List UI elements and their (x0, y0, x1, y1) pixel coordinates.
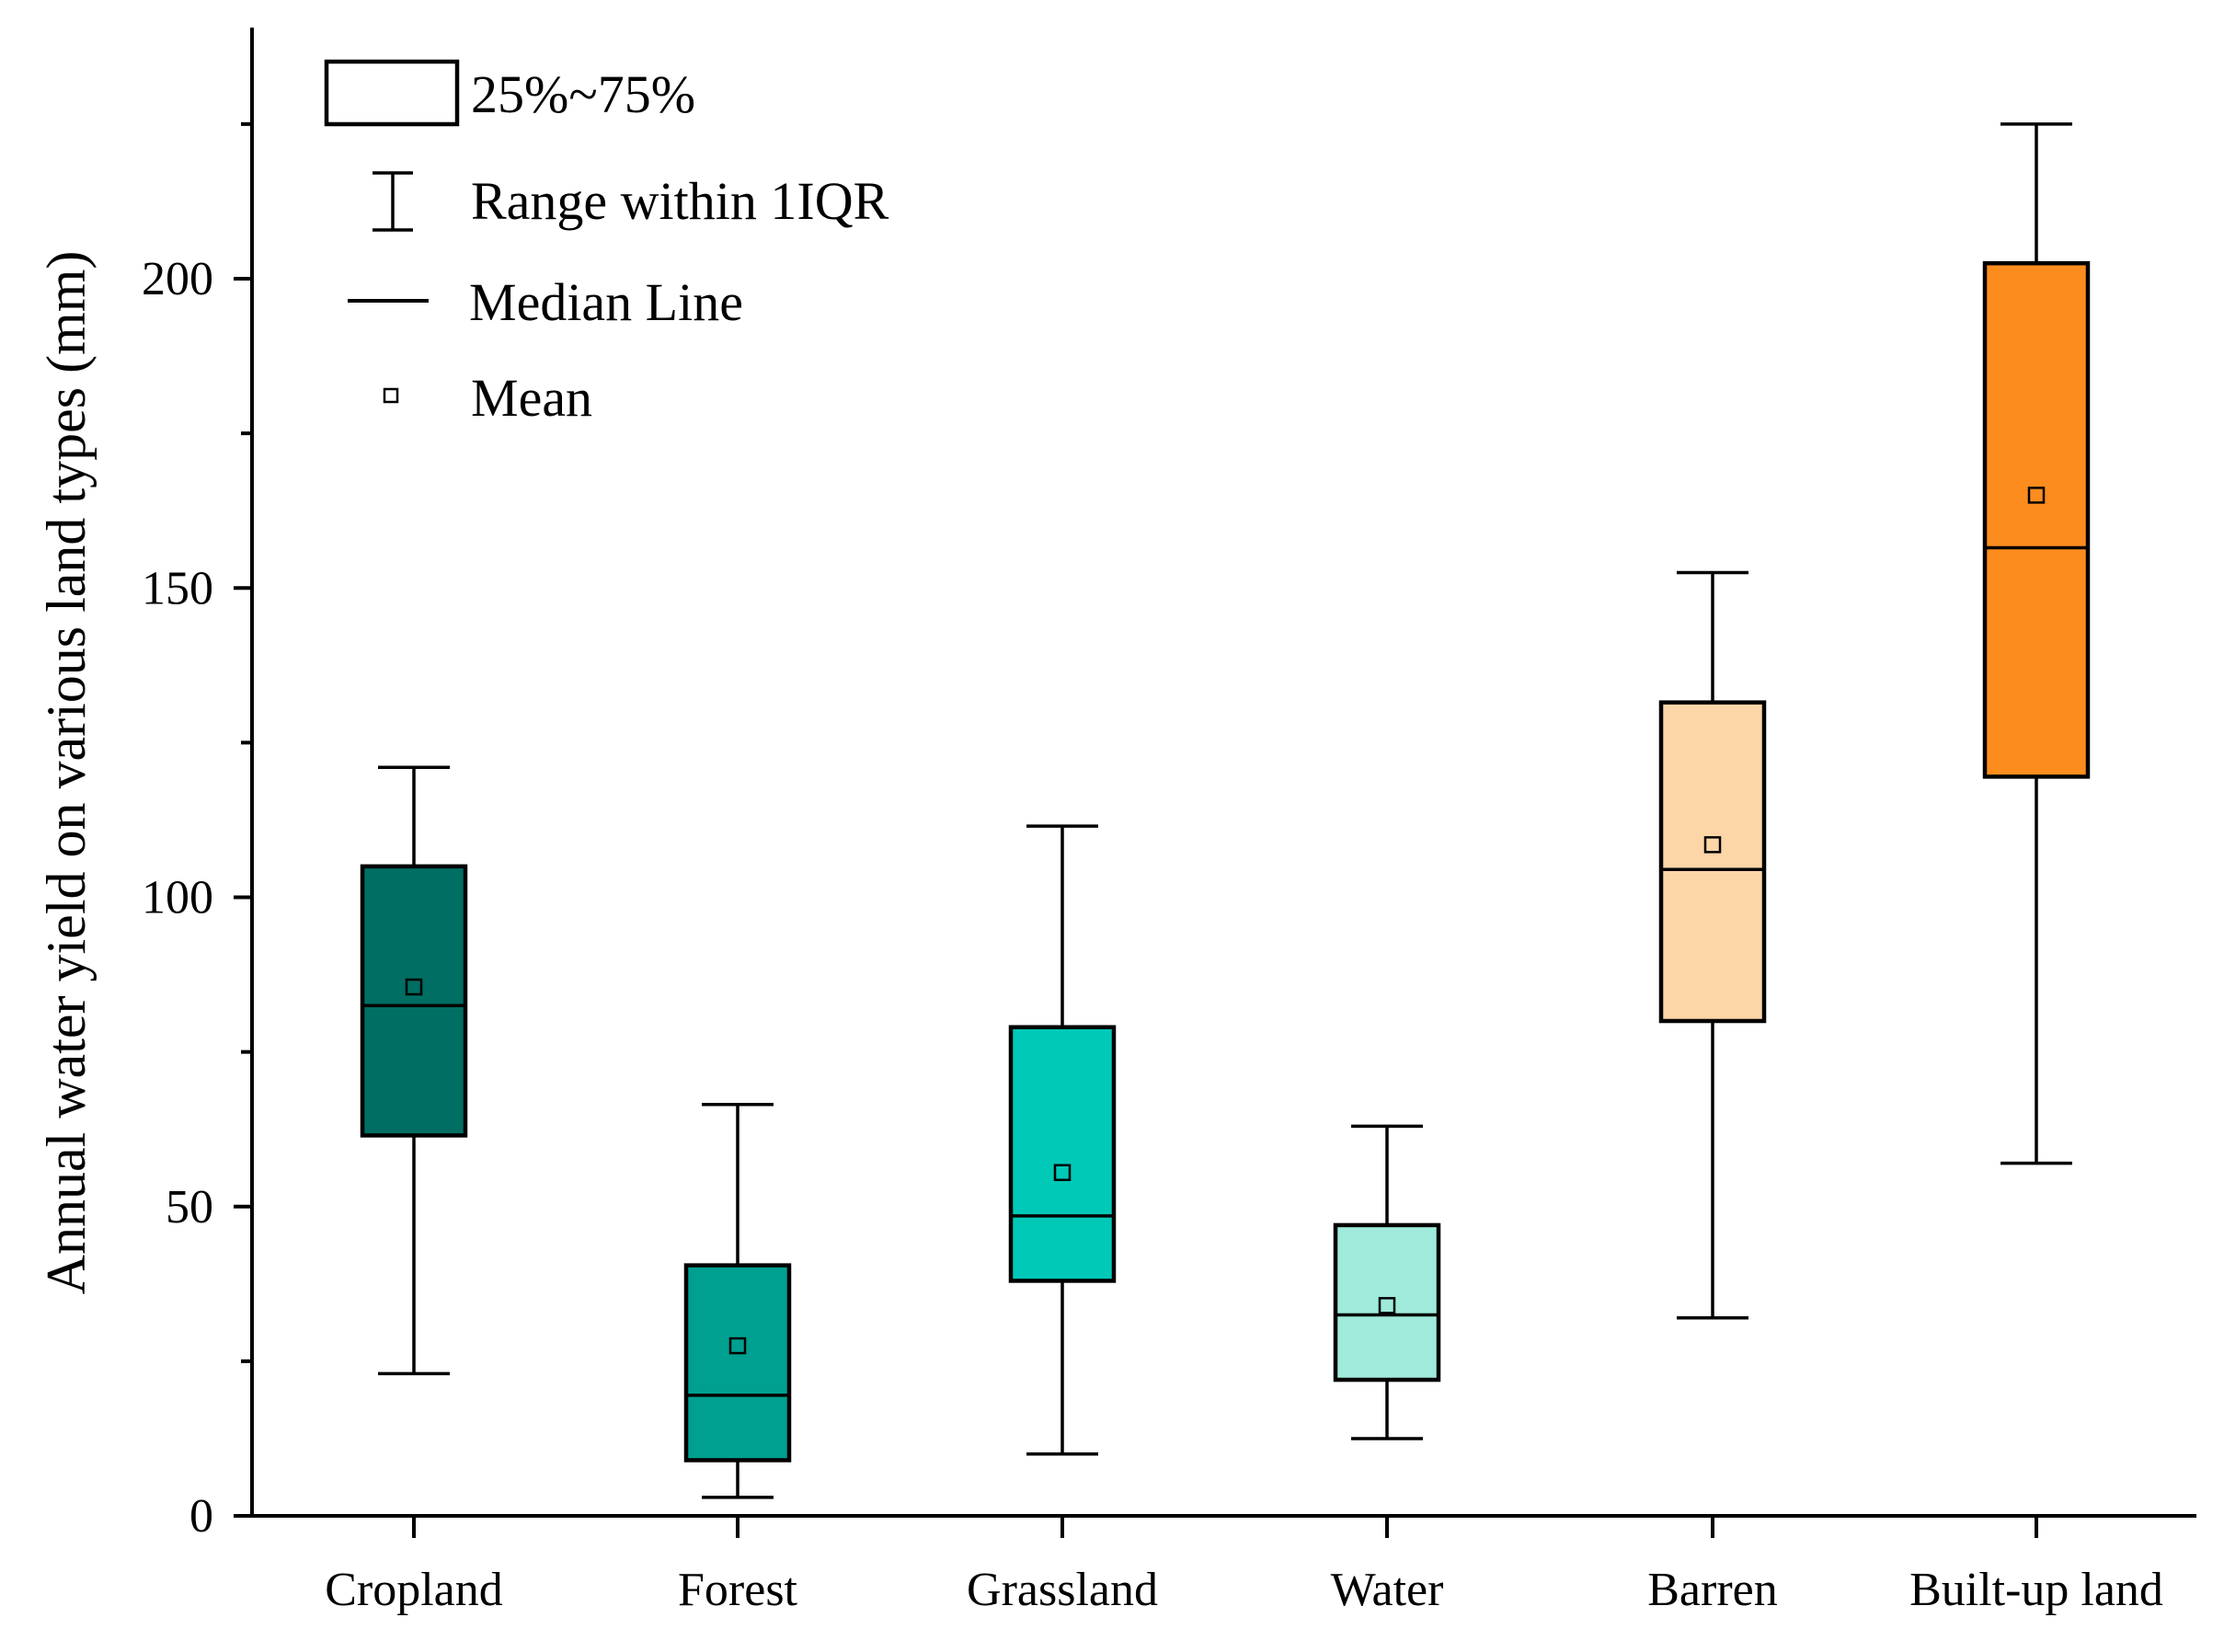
legend: 25%~75% Range within 1IQR Median Line Me… (324, 59, 889, 428)
x-tick-label: Forest (678, 1564, 798, 1616)
legend-label-box: 25%~75% (471, 64, 695, 124)
y-tick-label: 50 (166, 1181, 213, 1233)
x-tick-label: Cropland (325, 1564, 503, 1616)
x-tick-label: Water (1331, 1564, 1444, 1616)
mean-marker (405, 978, 423, 996)
iqr-box (1333, 1222, 1441, 1382)
mean-marker (728, 1337, 747, 1355)
legend-whisker-symbol (373, 171, 413, 232)
legend-label-whisker: Range within 1IQR (471, 171, 889, 231)
mean-marker (2027, 487, 2046, 504)
box-group-water (1333, 1124, 1441, 1440)
y-tick-label: 0 (189, 1490, 213, 1543)
y-tick-label: 100 (142, 872, 213, 924)
axes (250, 28, 2196, 1518)
x-ticks: Cropland Forest Grassland Water Barren Built-… (325, 1516, 2163, 1616)
y-axis-label: Annual water yield on various land types… (36, 251, 97, 1295)
iqr-box (683, 1263, 792, 1463)
legend-mean-symbol (383, 387, 399, 404)
iqr-box (1008, 1025, 1117, 1283)
y-tick-label: 200 (142, 253, 213, 305)
legend-label-median: Median Line (469, 272, 743, 332)
x-tick-label: Built-up land (1909, 1564, 2163, 1616)
x-tick-label: Grassland (967, 1564, 1158, 1616)
y-tick-label: 150 (142, 562, 213, 614)
iqr-box (1982, 260, 2091, 779)
legend-box-symbol (324, 59, 460, 127)
mean-marker (1703, 836, 1722, 854)
iqr-box (360, 864, 468, 1138)
boxes (360, 122, 2091, 1499)
x-tick-label: Barren (1647, 1564, 1777, 1616)
box-group-built-up-land (1982, 122, 2091, 1165)
iqr-box (1658, 700, 1767, 1024)
legend-label-mean: Mean (471, 368, 592, 428)
box-group-cropland (360, 765, 468, 1376)
box-group-grassland (1008, 824, 1117, 1456)
box-group-barren (1658, 570, 1767, 1320)
y-ticks: 0 50 100 150 200 (142, 121, 252, 1543)
mean-marker (1053, 1164, 1072, 1182)
mean-marker (1378, 1297, 1396, 1314)
box-group-forest (683, 1103, 792, 1499)
